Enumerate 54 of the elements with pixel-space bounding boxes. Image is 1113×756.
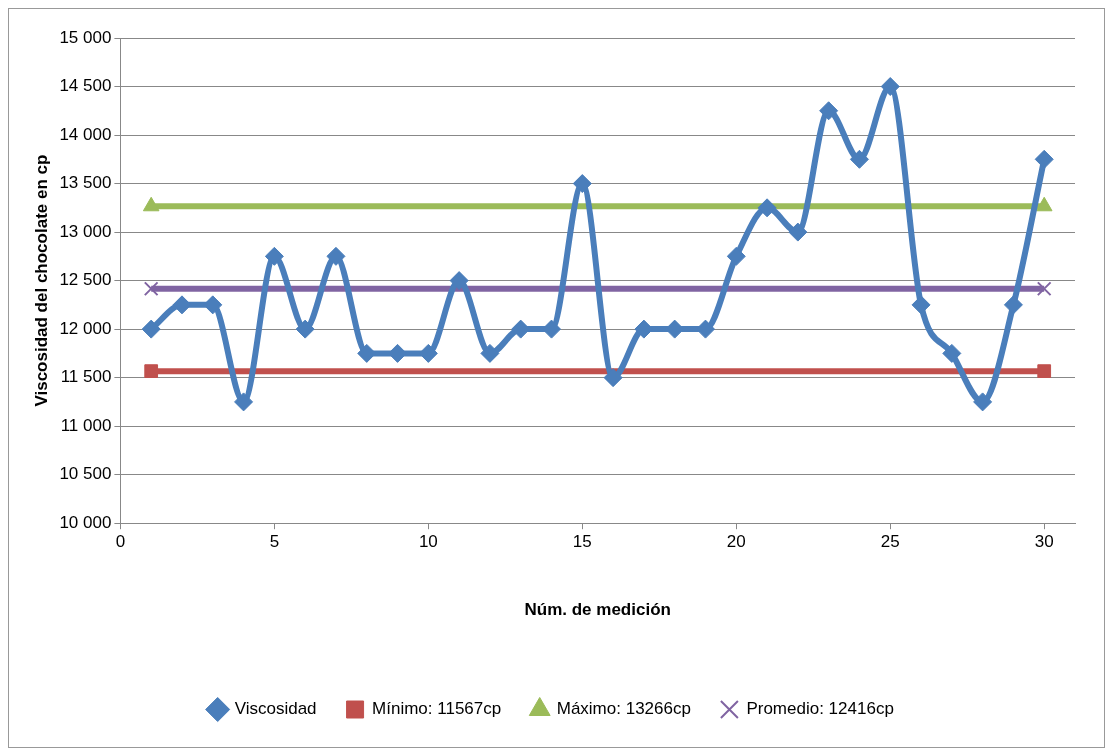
point — [326, 246, 346, 266]
point — [203, 295, 223, 315]
x-tick-label: 0 — [115, 532, 126, 552]
point — [1037, 364, 1052, 378]
y-tick-label: 11 500 — [60, 367, 112, 387]
point — [449, 271, 469, 291]
point — [788, 222, 808, 242]
point — [1036, 281, 1052, 297]
point — [911, 295, 931, 315]
point — [603, 368, 623, 388]
legend-label: Máximo: 13266cp — [556, 699, 691, 719]
y-tick-label: 10 500 — [59, 464, 112, 484]
point — [572, 174, 592, 194]
point — [542, 319, 562, 339]
point — [942, 343, 962, 363]
x-tick-label: 25 — [880, 532, 900, 552]
x-tick-label: 30 — [1034, 532, 1054, 552]
point — [388, 343, 408, 363]
point — [144, 364, 159, 378]
y-tick-label: 11 000 — [60, 415, 112, 435]
legend-label: Viscosidad — [234, 699, 317, 719]
x-tick-label: 5 — [269, 532, 280, 552]
y-tick-label: 12 500 — [59, 270, 112, 290]
y-tick-label: 14 000 — [59, 124, 112, 144]
point — [757, 198, 777, 218]
point — [849, 149, 869, 169]
y-tick-label: 10 000 — [59, 512, 112, 532]
point — [172, 295, 192, 315]
point — [234, 392, 254, 412]
y-axis-title: Viscosidad del chocolate en cp — [31, 154, 51, 407]
y-tick-label: 15 000 — [59, 27, 112, 47]
y-tick-label: 14 500 — [59, 76, 112, 96]
point — [480, 343, 500, 363]
y-tick-label: 12 000 — [59, 318, 112, 338]
point — [1003, 295, 1023, 315]
point — [880, 77, 900, 97]
point — [295, 319, 315, 339]
point — [264, 246, 284, 266]
y-tick-label: 13 500 — [59, 173, 112, 193]
x-axis-title: Núm. de medición — [524, 600, 671, 620]
point — [726, 246, 746, 266]
point — [141, 319, 161, 339]
point — [143, 281, 159, 297]
y-tick-label: 13 000 — [59, 221, 112, 241]
x-tick-label: 20 — [726, 532, 746, 552]
x-tick-label: 15 — [572, 532, 592, 552]
point — [819, 101, 839, 121]
point — [357, 343, 377, 363]
point — [1034, 149, 1054, 169]
legend-label: Mínimo: 11567cp — [372, 699, 502, 719]
x-tick-label: 10 — [418, 532, 438, 552]
point — [418, 343, 438, 363]
legend-label: Promedio: 12416cp — [746, 699, 894, 719]
point — [973, 392, 993, 412]
